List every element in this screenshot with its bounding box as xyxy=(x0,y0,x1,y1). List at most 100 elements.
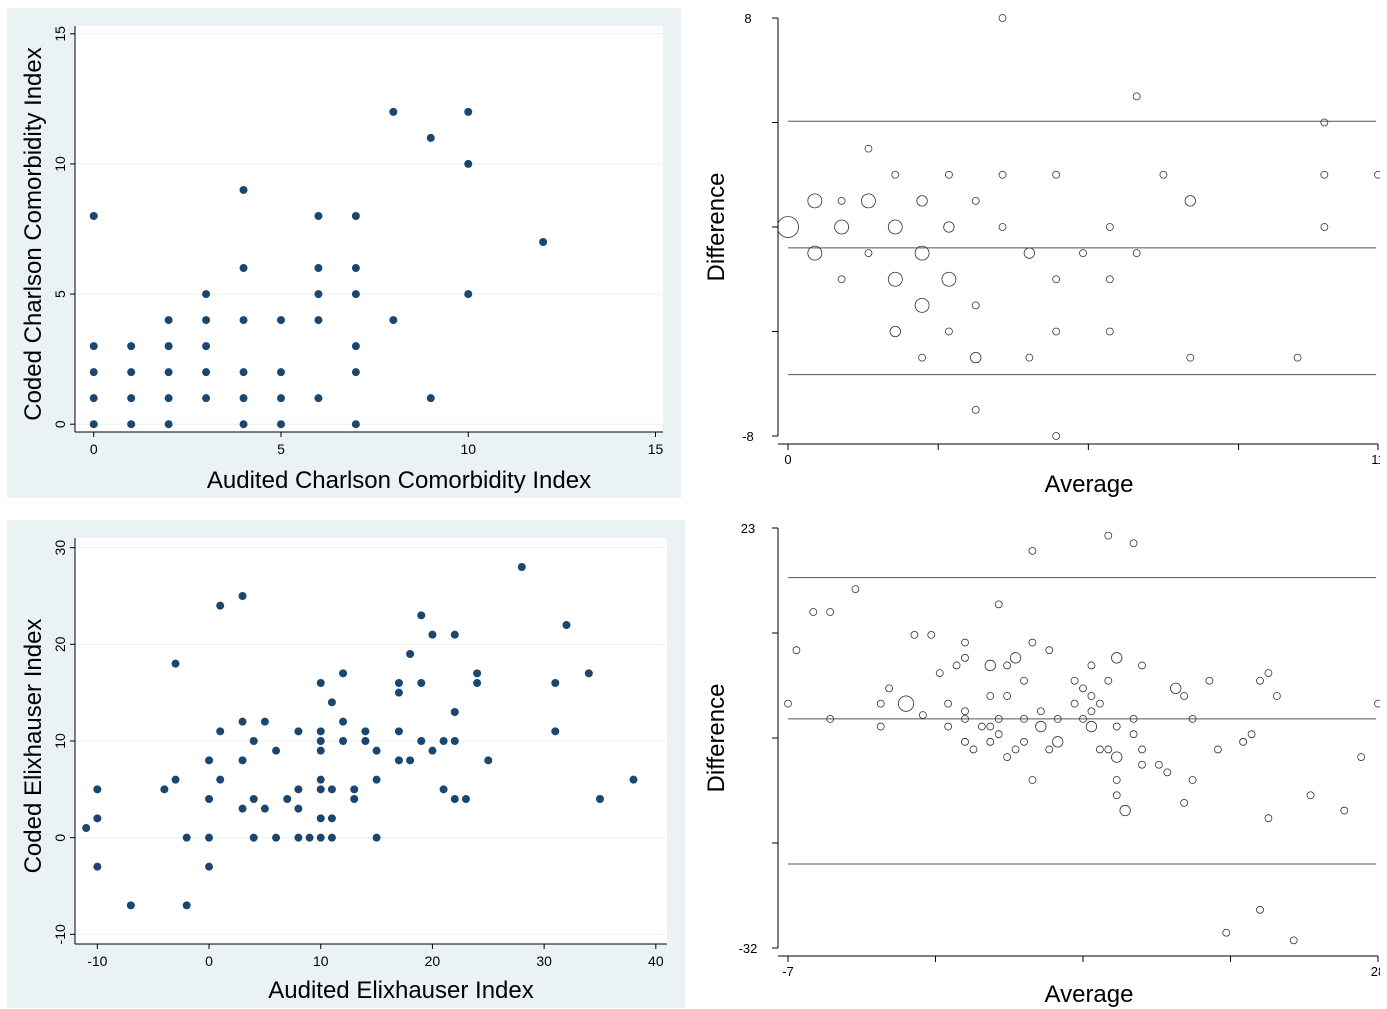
data-point xyxy=(1180,799,1189,807)
data-point xyxy=(171,775,180,784)
data-point xyxy=(562,621,571,629)
plot-area xyxy=(75,26,663,432)
data-point xyxy=(1180,692,1189,700)
data-point xyxy=(961,707,969,716)
data-point xyxy=(1070,699,1079,708)
data-point xyxy=(426,133,435,142)
data-point xyxy=(1374,699,1380,708)
x-tick-label: 0 xyxy=(205,953,213,969)
data-point xyxy=(1188,776,1197,784)
data-point xyxy=(864,144,873,153)
data-point xyxy=(629,775,638,784)
data-point xyxy=(216,601,225,610)
data-point xyxy=(127,368,136,377)
data-point xyxy=(1256,676,1264,685)
data-point xyxy=(314,316,323,325)
data-point xyxy=(389,107,398,116)
y-tick-label: -8 xyxy=(742,429,754,444)
data-point xyxy=(876,722,885,731)
data-point xyxy=(1222,928,1231,937)
data-point xyxy=(1085,720,1098,733)
data-point xyxy=(372,746,381,755)
data-point xyxy=(1087,661,1096,670)
data-point xyxy=(1138,745,1146,754)
data-point xyxy=(473,669,482,678)
data-point xyxy=(126,901,135,910)
data-point xyxy=(316,746,325,755)
y-tick-label: -10 xyxy=(52,924,68,944)
data-point xyxy=(551,727,560,736)
y-tick-label: 8 xyxy=(744,11,751,26)
data-point xyxy=(316,833,325,842)
data-point xyxy=(238,804,247,813)
data-point xyxy=(1045,646,1054,655)
data-point xyxy=(1306,791,1315,800)
data-point xyxy=(1105,327,1114,336)
data-point xyxy=(394,756,403,765)
y-axis-title: Difference xyxy=(703,173,730,282)
y-tick-label: 20 xyxy=(52,636,68,652)
data-point xyxy=(314,264,323,273)
data-point xyxy=(294,727,303,736)
y-tick-label: 5 xyxy=(52,290,68,298)
y-tick-label: 23 xyxy=(741,521,755,536)
y-tick-label: -32 xyxy=(739,941,758,956)
data-point xyxy=(1104,531,1113,540)
data-point xyxy=(885,684,894,693)
data-point xyxy=(1035,720,1047,733)
data-point xyxy=(327,785,336,794)
data-point xyxy=(394,679,403,687)
data-point xyxy=(351,342,360,351)
data-point xyxy=(1105,275,1114,284)
data-point xyxy=(971,301,980,310)
data-point xyxy=(1003,692,1012,700)
data-point xyxy=(339,669,348,678)
data-point xyxy=(1028,776,1037,784)
data-point xyxy=(314,211,323,220)
data-point xyxy=(428,746,437,755)
data-point xyxy=(1023,247,1036,259)
data-point xyxy=(1320,223,1329,231)
data-point xyxy=(339,717,348,726)
data-point xyxy=(316,814,325,823)
y-tick-label: 0 xyxy=(52,420,68,428)
data-point xyxy=(1020,676,1028,685)
x-tick-label: 30 xyxy=(536,953,552,969)
y-axis-title: Coded Elixhauser Index xyxy=(20,619,47,874)
x-axis-title: Average xyxy=(1045,471,1134,498)
data-point xyxy=(276,316,285,325)
data-point xyxy=(484,756,493,765)
data-point xyxy=(238,592,247,600)
data-point xyxy=(998,14,1007,22)
data-point xyxy=(595,795,604,803)
data-point xyxy=(971,196,980,205)
data-point xyxy=(891,170,900,179)
data-point xyxy=(1111,652,1123,664)
data-point xyxy=(276,420,285,429)
data-point xyxy=(93,785,102,794)
data-point xyxy=(216,727,225,736)
data-point xyxy=(551,679,560,687)
data-point xyxy=(249,833,258,842)
data-point xyxy=(316,737,325,745)
data-point xyxy=(351,420,360,429)
data-point xyxy=(164,394,173,403)
data-point xyxy=(1095,745,1104,754)
charlson-scatter-panel: 0 5 10 15 0 5 10 15 Audited Charlson Comorbidity… xyxy=(7,8,681,498)
data-point xyxy=(927,631,936,639)
data-point xyxy=(914,297,930,313)
data-point xyxy=(1020,737,1028,746)
data-point xyxy=(1053,715,1062,723)
data-point xyxy=(1186,353,1195,362)
data-point xyxy=(239,185,248,194)
data-point xyxy=(1052,275,1061,284)
x-tick-label: 5 xyxy=(277,441,285,457)
data-point xyxy=(1020,715,1028,723)
data-point xyxy=(417,611,426,620)
x-tick-label: 20 xyxy=(425,953,441,969)
data-point xyxy=(314,290,323,299)
data-point xyxy=(171,659,180,668)
data-point xyxy=(809,608,818,616)
data-point xyxy=(994,715,1003,723)
